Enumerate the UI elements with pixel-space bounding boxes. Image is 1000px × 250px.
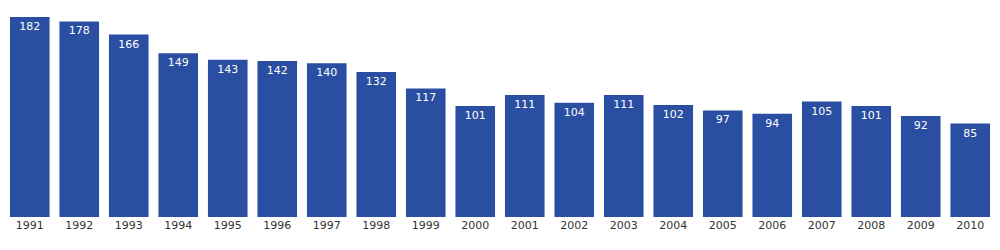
svg-text:2010: 2010 (956, 219, 984, 232)
svg-text:149: 149 (168, 56, 189, 69)
svg-text:105: 105 (811, 105, 832, 118)
svg-text:1991: 1991 (16, 219, 44, 232)
svg-text:2001: 2001 (511, 219, 539, 232)
svg-text:1995: 1995 (214, 219, 242, 232)
svg-text:2006: 2006 (758, 219, 786, 232)
svg-text:132: 132 (366, 75, 387, 88)
svg-text:1994: 1994 (164, 219, 192, 232)
svg-text:111: 111 (514, 98, 535, 111)
svg-text:2003: 2003 (610, 219, 638, 232)
svg-text:97: 97 (716, 113, 730, 126)
svg-text:94: 94 (765, 117, 779, 130)
svg-text:143: 143 (217, 63, 238, 76)
svg-text:142: 142 (267, 64, 288, 77)
svg-text:1996: 1996 (263, 219, 291, 232)
svg-text:104: 104 (564, 106, 585, 119)
svg-text:101: 101 (861, 109, 882, 122)
svg-text:117: 117 (415, 91, 436, 104)
svg-text:101: 101 (465, 109, 486, 122)
svg-text:1997: 1997 (313, 219, 341, 232)
svg-text:111: 111 (613, 98, 634, 111)
svg-text:1993: 1993 (115, 219, 143, 232)
svg-text:2009: 2009 (907, 219, 935, 232)
svg-text:1999: 1999 (412, 219, 440, 232)
svg-text:2000: 2000 (461, 219, 489, 232)
svg-text:1992: 1992 (65, 219, 93, 232)
svg-text:166: 166 (118, 38, 139, 51)
svg-text:102: 102 (663, 108, 684, 121)
svg-text:178: 178 (69, 24, 90, 37)
svg-text:2007: 2007 (808, 219, 836, 232)
svg-text:182: 182 (19, 20, 40, 33)
svg-text:92: 92 (914, 119, 928, 132)
svg-text:85: 85 (963, 127, 977, 140)
svg-text:2004: 2004 (659, 219, 687, 232)
svg-text:1998: 1998 (362, 219, 390, 232)
svg-text:2002: 2002 (560, 219, 588, 232)
svg-text:140: 140 (316, 66, 337, 79)
svg-text:2008: 2008 (857, 219, 885, 232)
svg-text:2005: 2005 (709, 219, 737, 232)
